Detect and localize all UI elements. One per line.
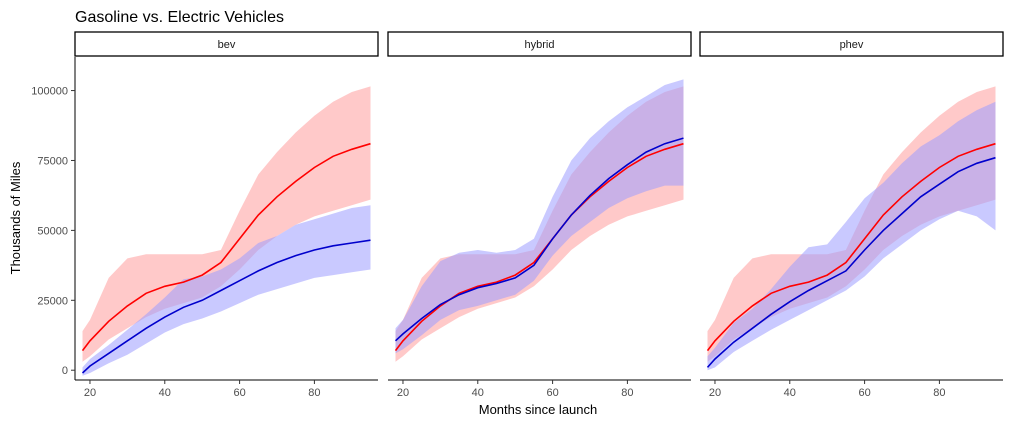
- y-tick-label-50000: 50000: [37, 225, 68, 237]
- electric-band-bev: [82, 205, 371, 376]
- strip-label-bev: bev: [218, 39, 236, 51]
- facet-panel-hybrid: hybrid 20 40 60 80: [387, 31, 692, 399]
- x-tick-label-bev-80: 80: [308, 387, 320, 399]
- gasoline-line-phev: [706, 142, 996, 352]
- gasoline-line-bev: [81, 142, 371, 352]
- y-tick-label-75000: 75000: [37, 155, 68, 167]
- x-tick-label-bev-60: 60: [233, 387, 245, 399]
- facet-panel-bev: bev 20 40 60 80: [74, 31, 379, 399]
- chart-title: Gasoline vs. Electric Vehicles: [75, 9, 284, 26]
- strip-label-phev: phev: [840, 39, 864, 51]
- x-tick-label-phev-60: 60: [858, 387, 870, 399]
- y-axis-title: Thousands of Miles: [8, 161, 23, 274]
- x-tick-label-hybrid-40: 40: [472, 387, 484, 399]
- x-tick-label-bev-20: 20: [84, 387, 96, 399]
- electric-line-bev: [81, 239, 371, 374]
- y-tick-label-0: 0: [62, 365, 68, 377]
- x-tick-label-bev-40: 40: [159, 387, 171, 399]
- gasoline-line-hybrid: [394, 142, 684, 352]
- strip-bev: [74, 31, 379, 57]
- strip-phev: [699, 31, 1004, 57]
- electric-band-phev: [707, 101, 996, 371]
- y-tick-label-100000: 100000: [31, 86, 68, 98]
- y-tick-label-25000: 25000: [37, 295, 68, 307]
- electric-line-hybrid: [394, 137, 684, 342]
- facet-panel-phev: phev 20 40 60 80: [699, 31, 1004, 399]
- gasoline-band-bev: [82, 86, 371, 362]
- x-tick-label-hybrid-60: 60: [546, 387, 558, 399]
- x-tick-label-phev-40: 40: [784, 387, 796, 399]
- electric-line-phev: [706, 156, 996, 368]
- x-tick-label-phev-20: 20: [709, 387, 721, 399]
- strip-hybrid: [387, 31, 692, 57]
- x-axis-title: Months since launch: [479, 402, 598, 417]
- x-tick-label-phev-80: 80: [933, 387, 945, 399]
- electric-band-hybrid: [395, 79, 684, 354]
- y-axis: 0 25000 50000 75000 100000: [31, 57, 76, 380]
- x-tick-label-hybrid-80: 80: [621, 387, 633, 399]
- x-tick-label-hybrid-20: 20: [397, 387, 409, 399]
- strip-label-hybrid: hybrid: [525, 39, 555, 51]
